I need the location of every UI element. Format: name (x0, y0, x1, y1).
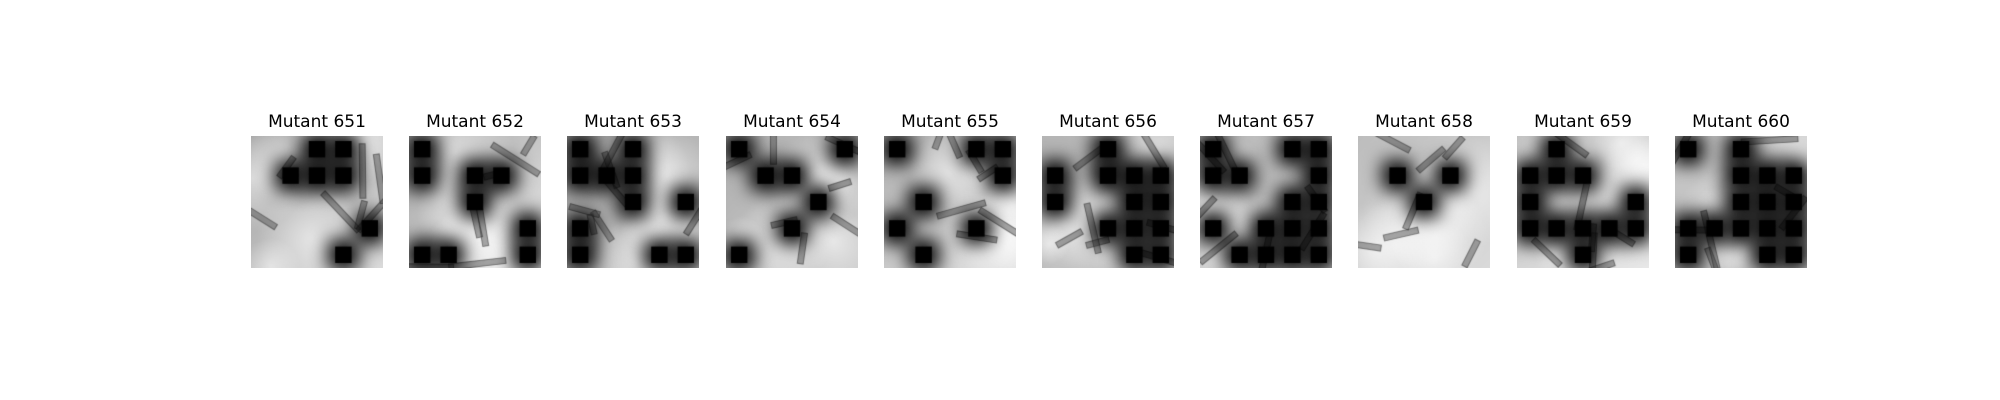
panel-title: Mutant 657 (1217, 112, 1315, 132)
mutant-image (1042, 136, 1174, 268)
mutant-image (1517, 136, 1649, 268)
panel-title: Mutant 655 (901, 112, 999, 132)
panel-title: Mutant 654 (743, 112, 841, 132)
mutant-image (1675, 136, 1807, 268)
mutant-image (1200, 136, 1332, 268)
panel-title: Mutant 651 (268, 112, 366, 132)
mutant-image (726, 136, 858, 268)
panel-title: Mutant 656 (1059, 112, 1157, 132)
mutant-image (1358, 136, 1490, 268)
panel-title: Mutant 660 (1692, 112, 1790, 132)
mutant-image (884, 136, 1016, 268)
mutant-image (567, 136, 699, 268)
mutant-image (409, 136, 541, 268)
panel-title: Mutant 659 (1534, 112, 1632, 132)
mutant-image (251, 136, 383, 268)
panel-title: Mutant 658 (1375, 112, 1473, 132)
panel-title: Mutant 653 (584, 112, 682, 132)
panel-title: Mutant 652 (426, 112, 524, 132)
